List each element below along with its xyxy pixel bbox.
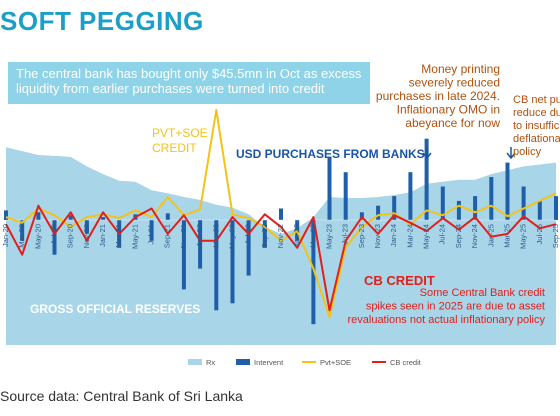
- intervent-bar: [198, 220, 203, 269]
- intervent-bar: [473, 196, 478, 220]
- x-tick-label: Nov-23: [373, 224, 382, 248]
- arrow-down-icon: [422, 147, 432, 160]
- intervent-bar: [327, 157, 332, 220]
- intervent-bar: [165, 213, 170, 220]
- legend-swatch: [236, 359, 250, 365]
- intervent-bar: [246, 220, 251, 276]
- intervent-bar: [554, 196, 558, 220]
- legend-label: Intervent: [254, 358, 284, 367]
- series-rx-area: [6, 147, 556, 345]
- intervent-bar: [279, 208, 283, 220]
- annotation-money-printing: Money printing severely reduced purchases …: [376, 62, 500, 130]
- x-tick-label: Nov-20: [82, 224, 91, 248]
- x-tick-label: Sep-21: [163, 224, 172, 248]
- intervent-bar: [311, 220, 316, 325]
- x-tick-label: May-25: [519, 224, 528, 249]
- chart-title: SOFT PEGGING: [0, 6, 204, 36]
- annotation-cb-credit: CB CREDIT: [364, 273, 435, 288]
- x-tick-label: Nov-21: [179, 224, 188, 248]
- intervent-bar: [214, 220, 219, 311]
- intervent-bar: [440, 186, 445, 220]
- x-tick-label: Sep-23: [357, 224, 366, 248]
- annotation-pvt-soe: PVT+SOE CREDIT: [152, 126, 208, 155]
- intervent-bar: [181, 220, 186, 290]
- intervent-bar: [149, 220, 154, 241]
- x-tick-label: May-22: [227, 224, 236, 249]
- annotation-usd-purchases: USD PURCHASES FROM BANKS: [236, 147, 425, 161]
- x-tick-label: Mar-21: [114, 224, 123, 248]
- x-tick-label: Jul-22: [244, 224, 253, 244]
- x-tick-label: Mar-22: [211, 224, 220, 248]
- chart-subtitle: The central bank has bought only $45.5mn…: [16, 66, 362, 96]
- intervent-bar: [262, 220, 267, 248]
- x-tick-label: Jan-20: [1, 224, 10, 247]
- source-note: Source data: Central Bank of Sri Lanka: [0, 388, 243, 404]
- x-tick-label: Nov-22: [276, 224, 285, 248]
- intervent-bar: [36, 212, 41, 220]
- x-tick-label: Mar-25: [502, 224, 511, 248]
- x-tick-label: Sep-20: [66, 224, 75, 248]
- x-tick-label: Jul-24: [438, 224, 447, 244]
- intervent-bar: [392, 196, 397, 220]
- x-tick-label: Mar-24: [405, 224, 414, 248]
- intervent-bar: [408, 172, 413, 220]
- intervent-bar: [52, 220, 57, 255]
- intervent-bar: [489, 177, 494, 220]
- intervent-bar: [521, 186, 526, 220]
- legend-label: CB credit: [390, 358, 422, 367]
- legend-label: Rx: [206, 358, 215, 367]
- intervent-bar: [343, 172, 348, 220]
- x-tick-label: May-24: [422, 224, 431, 249]
- annotation-cb-spikes: Some Central Bank credit spikes seen in 2…: [347, 287, 545, 326]
- x-tick-label: Jan-22: [195, 224, 204, 247]
- x-tick-label: Jan-23: [292, 224, 301, 247]
- x-tick-label: Mar-20: [17, 224, 26, 248]
- intervent-bar: [456, 200, 461, 220]
- x-tick-label: Jul-23: [341, 224, 350, 244]
- x-tick-label: Mar-23: [308, 224, 317, 248]
- subtitle-banner: [8, 62, 370, 104]
- x-tick-label: Jan-25: [486, 224, 495, 247]
- series-cb-credit-line: [5, 204, 557, 312]
- x-tick-label: May-20: [33, 224, 42, 249]
- x-tick-label: May-21: [130, 224, 139, 249]
- x-tick-label: Jul-25: [535, 224, 544, 244]
- arrow-down-icon: [506, 147, 516, 160]
- x-tick-label: Sep-25: [551, 224, 560, 248]
- intervent-bar: [4, 210, 8, 220]
- intervent-bar: [84, 220, 89, 234]
- intervent-bar: [505, 162, 510, 220]
- x-tick-label: Jan-24: [389, 224, 398, 247]
- x-tick-label: Jul-20: [50, 224, 59, 244]
- legend-swatch: [188, 359, 202, 365]
- x-tick-label: Sep-24: [454, 224, 463, 248]
- legend-label: Pvt+SOE: [320, 358, 351, 367]
- annotation-reserves: GROSS OFFICIAL RESERVES: [30, 302, 200, 316]
- intervent-bar: [230, 220, 235, 304]
- intervent-bar: [376, 205, 381, 220]
- intervent-bar: [537, 200, 542, 220]
- intervent-bar: [20, 220, 25, 241]
- x-tick-label: Jan-21: [98, 224, 107, 247]
- intervent-bar: [68, 215, 73, 220]
- intervent-bar: [424, 138, 429, 220]
- x-tick-label: Jul-21: [147, 224, 156, 244]
- intervent-bar: [101, 217, 106, 220]
- x-tick-label: May-23: [325, 224, 334, 249]
- x-tick-label: Nov-24: [470, 224, 479, 248]
- series-pvt-soe-line: [5, 109, 557, 319]
- x-tick-label: Sep-22: [260, 224, 269, 248]
